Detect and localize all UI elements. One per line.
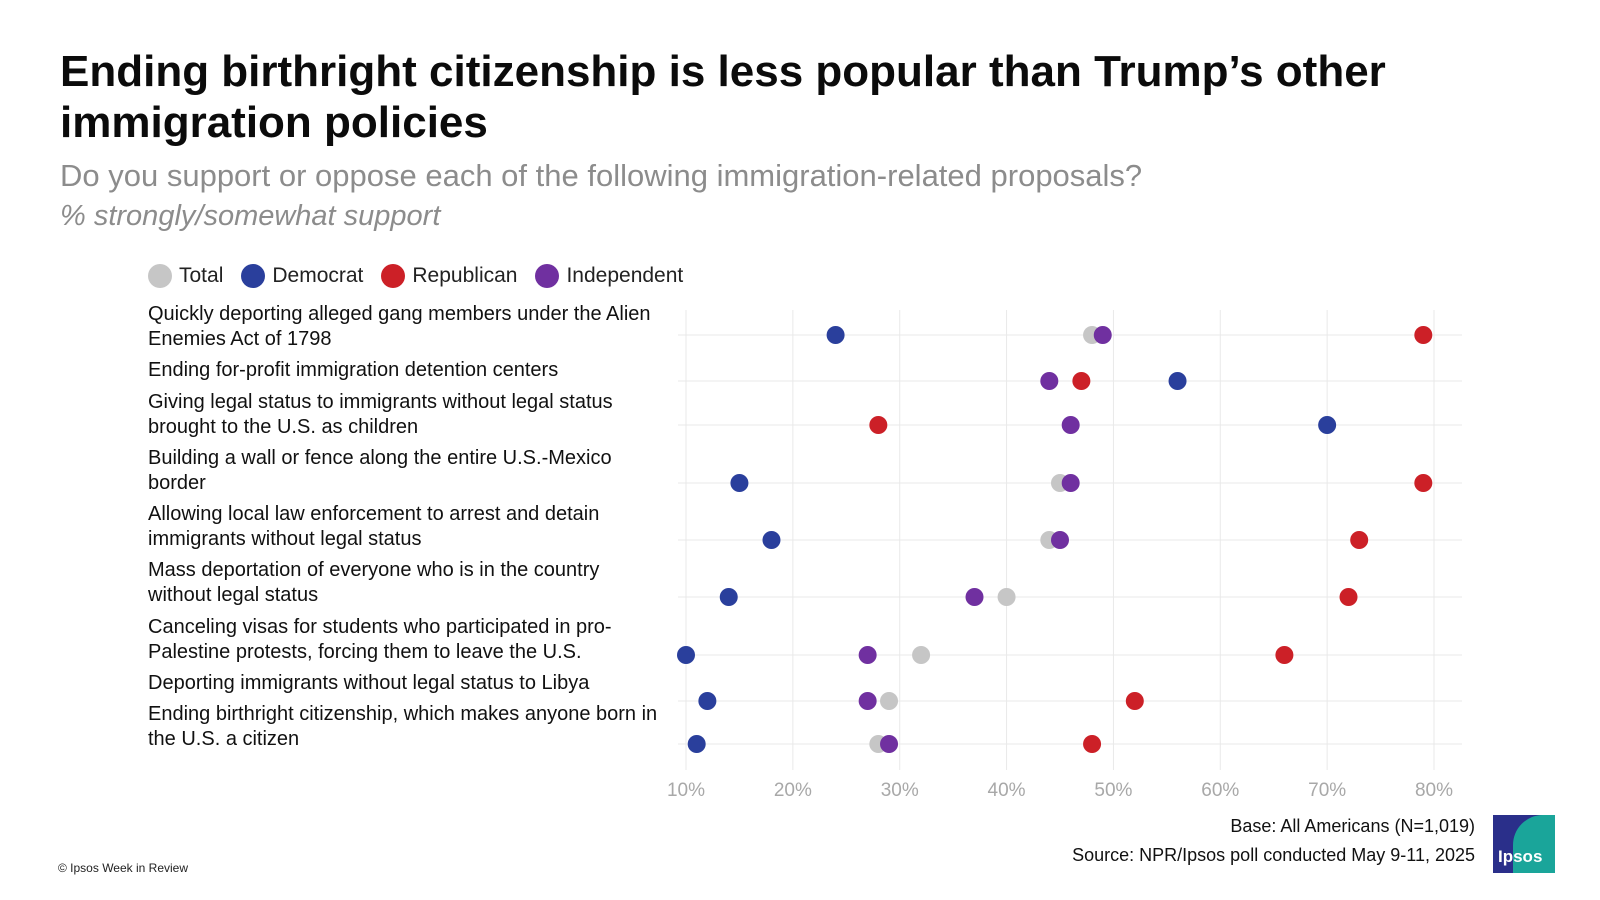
row-label-for-profit-detention: Ending for-profit immigration detention … bbox=[148, 359, 559, 381]
x-axis-ticks: 10% 20% 30% 40% 50% 60% 70% 80% bbox=[667, 780, 1453, 801]
data-point-independent bbox=[880, 735, 899, 753]
chart-measure-note: % strongly/somewhat support bbox=[60, 200, 441, 232]
row-label-birthright-citizenship: Ending birthright citizenship, which mak… bbox=[148, 703, 658, 750]
data-point-independent bbox=[1061, 416, 1080, 434]
logo-wordmark: Ipsos bbox=[1498, 847, 1543, 866]
x-tick-label: 10% bbox=[667, 780, 705, 801]
grid-lines bbox=[678, 310, 1462, 770]
data-point-democrat bbox=[698, 692, 717, 710]
data-point-republican bbox=[1125, 692, 1144, 710]
chart-title: Ending birthright citizenship is less po… bbox=[60, 47, 1386, 147]
data-point-independent bbox=[1061, 474, 1080, 492]
data-point-republican bbox=[1339, 588, 1358, 606]
data-point-independent bbox=[858, 692, 877, 710]
data-point-democrat bbox=[730, 474, 749, 492]
data-point-total bbox=[997, 588, 1016, 606]
row-label-local-law-enforcement: Allowing local law enforcement to arrest… bbox=[148, 503, 600, 550]
legend-item-independent: Independent bbox=[535, 264, 683, 288]
copyright-note: © Ipsos Week in Review bbox=[58, 861, 189, 875]
data-point-democrat bbox=[677, 646, 695, 664]
source-note: Source: NPR/Ipsos poll conducted May 9-1… bbox=[1072, 845, 1475, 865]
row-label-mass-deportation: Mass deportation of everyone who is in t… bbox=[148, 559, 600, 606]
data-point-independent bbox=[1040, 372, 1059, 390]
legend-label-independent: Independent bbox=[566, 264, 684, 287]
data-point-democrat bbox=[762, 531, 781, 549]
legend-label-total: Total bbox=[179, 264, 224, 287]
row-label-border-wall: Building a wall or fence along the entir… bbox=[148, 447, 612, 494]
legend-label-democrat: Democrat bbox=[272, 264, 364, 287]
data-point-democrat bbox=[1168, 372, 1187, 390]
data-point-independent bbox=[965, 588, 984, 606]
data-point-democrat bbox=[1318, 416, 1337, 434]
data-point-republican bbox=[1083, 735, 1102, 753]
data-point-independent bbox=[858, 646, 877, 664]
base-note: Base: All Americans (N=1,019) bbox=[1230, 816, 1475, 836]
legend-marker-independent bbox=[535, 264, 560, 288]
data-point-republican bbox=[1275, 646, 1294, 664]
chart-subtitle: Do you support or oppose each of the fol… bbox=[60, 158, 1143, 193]
x-tick-label: 40% bbox=[988, 780, 1026, 801]
x-tick-label: 70% bbox=[1308, 780, 1346, 801]
x-tick-label: 80% bbox=[1415, 780, 1453, 801]
logo-wave-shape bbox=[1513, 815, 1555, 873]
legend-marker-total bbox=[148, 264, 172, 288]
row-label-legal-status-children: Giving legal status to immigrants withou… bbox=[148, 391, 613, 438]
x-tick-label: 30% bbox=[881, 780, 919, 801]
legend: Total Democrat Republican Independent bbox=[148, 262, 683, 290]
row-label-gang-deportation: Quickly deporting alleged gang members u… bbox=[148, 303, 651, 350]
data-point-republican bbox=[1350, 531, 1369, 549]
row-label-canceling-visas: Canceling visas for students who partici… bbox=[148, 616, 612, 663]
legend-item-democrat: Democrat bbox=[241, 264, 363, 288]
legend-marker-republican bbox=[381, 264, 406, 288]
legend-item-total: Total bbox=[148, 264, 223, 288]
data-point-total bbox=[912, 646, 931, 664]
data-point-republican bbox=[1414, 326, 1433, 344]
data-point-democrat bbox=[719, 588, 738, 606]
x-tick-label: 50% bbox=[1094, 780, 1132, 801]
legend-label-republican: Republican bbox=[412, 264, 518, 287]
data-point-democrat bbox=[687, 735, 706, 753]
row-label-deport-libya: Deporting immigrants without legal statu… bbox=[148, 672, 590, 694]
data-points bbox=[677, 326, 1433, 753]
x-tick-label: 60% bbox=[1201, 780, 1239, 801]
legend-marker-democrat bbox=[241, 264, 266, 288]
data-point-republican bbox=[869, 416, 888, 434]
data-point-total bbox=[880, 692, 899, 710]
data-point-independent bbox=[1093, 326, 1112, 344]
data-point-republican bbox=[1072, 372, 1091, 390]
legend-item-republican: Republican bbox=[381, 264, 517, 288]
data-point-democrat bbox=[826, 326, 845, 344]
x-tick-label: 20% bbox=[774, 780, 812, 801]
data-point-independent bbox=[1051, 531, 1069, 549]
data-point-republican bbox=[1414, 474, 1433, 492]
ipsos-logo: Ipsos bbox=[1493, 815, 1555, 873]
